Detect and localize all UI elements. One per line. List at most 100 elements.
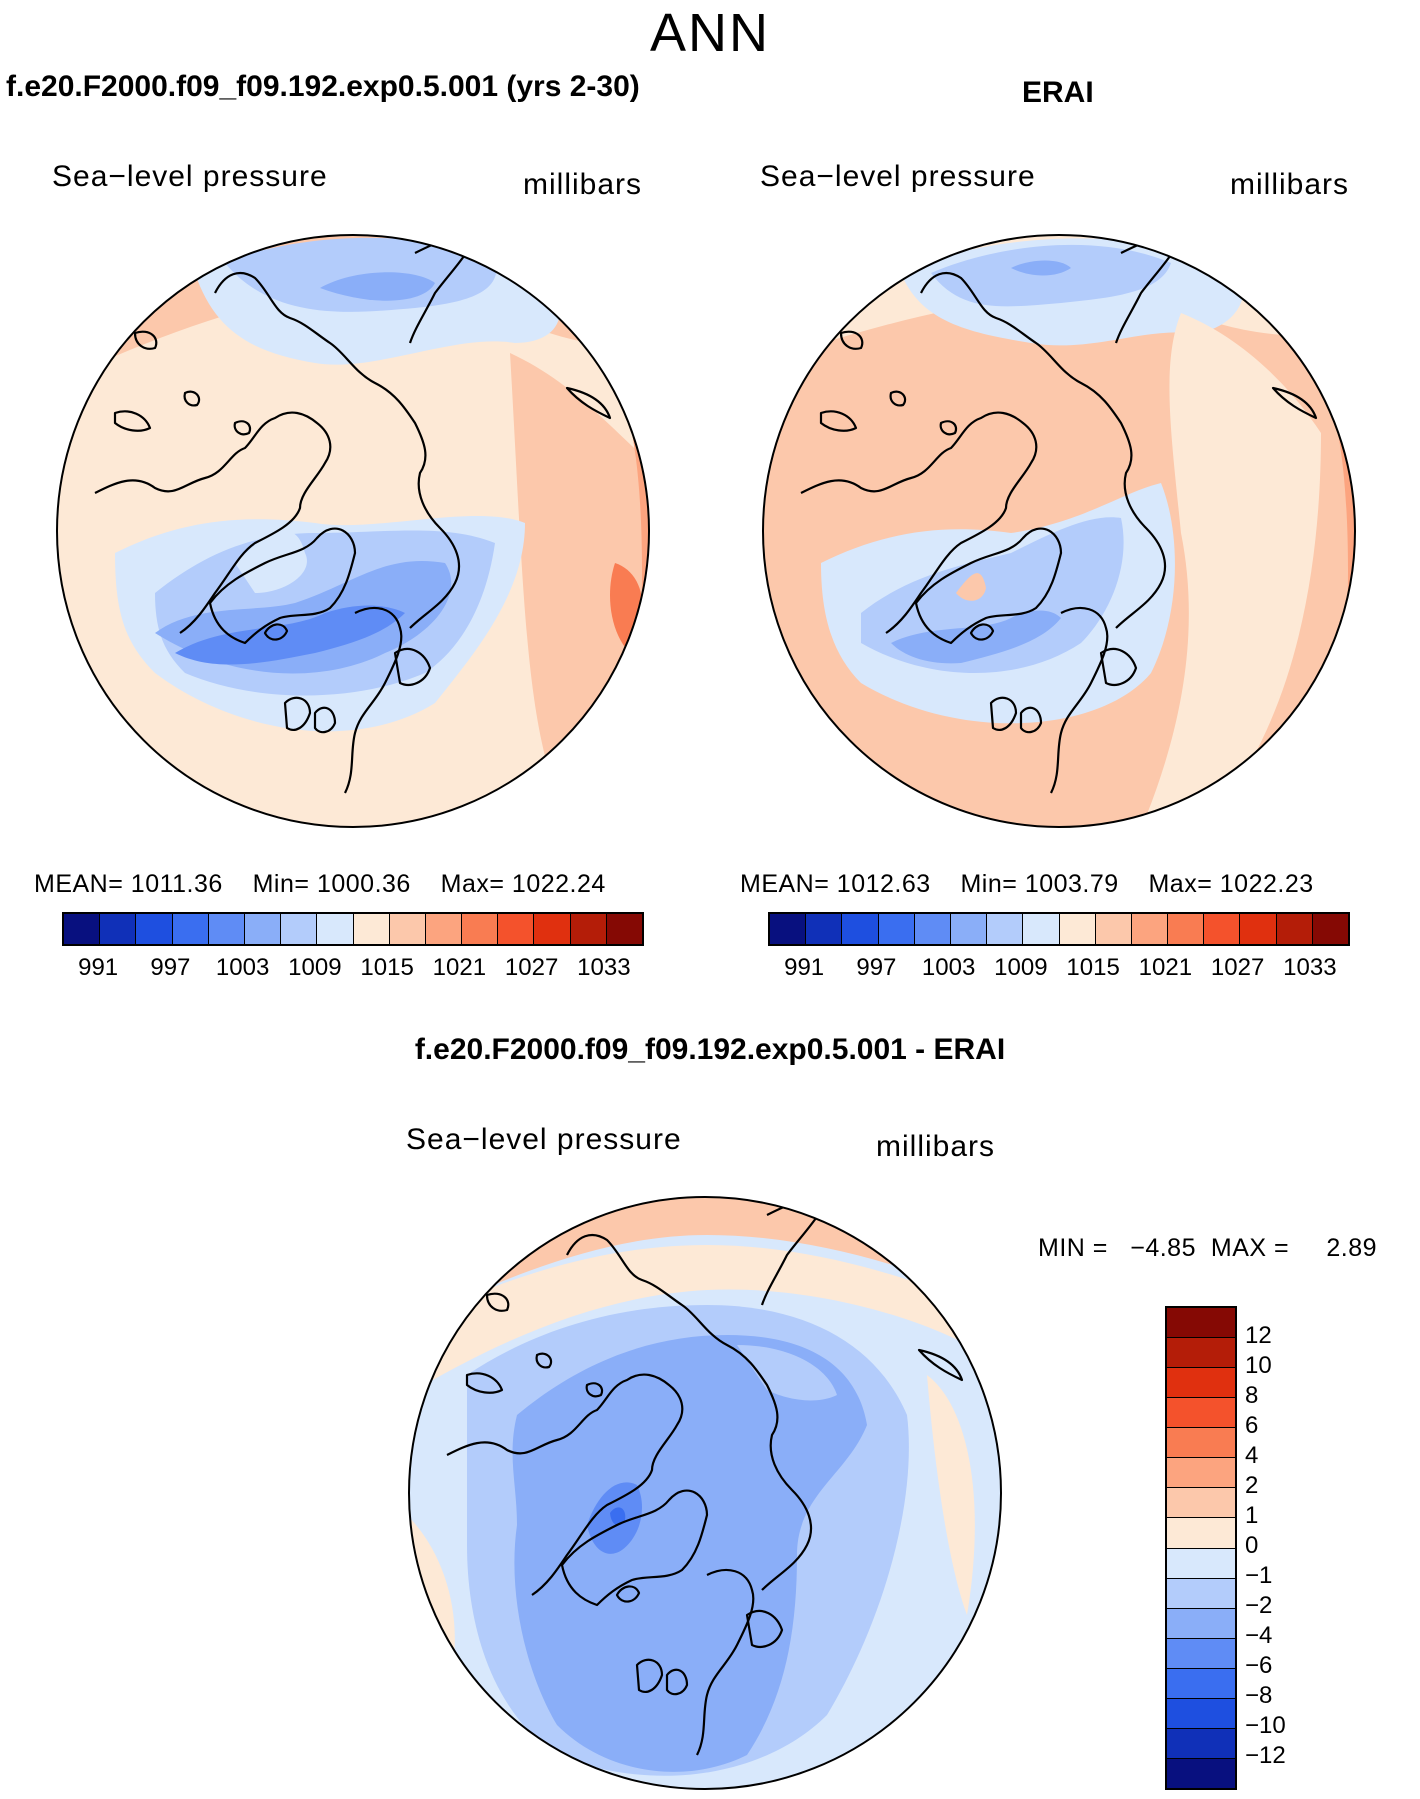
diff-colorbar-tick-label: −12 bbox=[1245, 1742, 1286, 1769]
diff-colorbar-tick-label: 8 bbox=[1245, 1382, 1259, 1409]
diff-max-value: 2.89 bbox=[1326, 1234, 1378, 1262]
abs-colorbar-swatch bbox=[1130, 914, 1168, 944]
obs-colorbar-labels: 991 997 1003 1009 1015 1021 1027 1033 bbox=[768, 954, 1346, 984]
diff-colorbar-swatch bbox=[1167, 1547, 1235, 1578]
abs-colorbar-swatch bbox=[461, 914, 498, 944]
obs-max-label: Max= bbox=[1148, 870, 1213, 898]
diff-colorbar-tick-label: −6 bbox=[1245, 1652, 1273, 1679]
diff-colorbar-tick-label: 6 bbox=[1245, 1412, 1259, 1439]
diff-colorbar-tick-label: −1 bbox=[1245, 1562, 1273, 1589]
model-units-label: millibars bbox=[523, 168, 643, 201]
diff-colorbar-swatch bbox=[1167, 1487, 1235, 1518]
diff-colorbar-swatch bbox=[1167, 1517, 1235, 1548]
abs-colorbar-tick-label: 1015 bbox=[1066, 954, 1120, 981]
abs-colorbar-swatch bbox=[533, 914, 570, 944]
abs-colorbar-swatch bbox=[1058, 914, 1095, 944]
diff-colorbar-swatch bbox=[1167, 1308, 1235, 1338]
abs-colorbar-swatch bbox=[135, 914, 172, 944]
model-mean-label: MEAN= bbox=[34, 870, 124, 898]
diff-max-label: MAX = bbox=[1210, 1234, 1290, 1262]
model-polar-map bbox=[56, 234, 650, 828]
diff-colorbar-labels: 12 10 8 6 4 2 1 0 −1 −2 −4 −6 −8 −10 −12 bbox=[1245, 1306, 1305, 1786]
abs-colorbar-tick-label: 991 bbox=[784, 954, 825, 981]
abs-colorbar-swatch bbox=[1239, 914, 1276, 944]
diff-colorbar-swatch bbox=[1167, 1427, 1235, 1458]
diff-units-label: millibars bbox=[876, 1130, 996, 1163]
obs-max-value: 1022.23 bbox=[1219, 870, 1314, 898]
diff-colorbar-tick-label: −8 bbox=[1245, 1682, 1273, 1709]
abs-colorbar-swatch bbox=[207, 914, 244, 944]
abs-colorbar-tick-label: 1033 bbox=[577, 954, 631, 981]
diff-colorbar-tick-label: −4 bbox=[1245, 1622, 1273, 1649]
obs-panel-title: ERAI bbox=[1022, 76, 1094, 109]
obs-mean-label: MEAN= bbox=[740, 870, 830, 898]
abs-colorbar-tick-label: 1009 bbox=[994, 954, 1048, 981]
abs-colorbar-tick-label: 1021 bbox=[1138, 954, 1193, 981]
abs-colorbar-swatch bbox=[171, 914, 208, 944]
abs-colorbar-swatch bbox=[805, 914, 842, 944]
diff-polar-map bbox=[408, 1196, 1002, 1790]
abs-colorbar-swatch bbox=[1167, 914, 1204, 944]
abs-colorbar-tick-label: 997 bbox=[150, 954, 191, 981]
diff-colorbar-tick-label: 0 bbox=[1245, 1532, 1259, 1559]
diff-min-value: −4.85 bbox=[1130, 1234, 1196, 1262]
abs-colorbar-tick-label: 1009 bbox=[288, 954, 342, 981]
diff-colorbar-swatch bbox=[1167, 1667, 1235, 1698]
diff-colorbar-swatch bbox=[1167, 1397, 1235, 1428]
obs-polar-map bbox=[762, 234, 1356, 828]
obs-min-label: Min= bbox=[960, 870, 1018, 898]
diff-colorbar-tick-label: 4 bbox=[1245, 1442, 1259, 1469]
abs-colorbar-swatch bbox=[1275, 914, 1312, 944]
model-min-label: Min= bbox=[252, 870, 310, 898]
model-min-value: 1000.36 bbox=[316, 870, 411, 898]
abs-colorbar-swatch bbox=[605, 914, 642, 944]
abs-colorbar-tick-label: 1003 bbox=[215, 954, 270, 981]
abs-colorbar-swatch bbox=[243, 914, 281, 944]
abs-colorbar-swatch bbox=[1022, 914, 1059, 944]
abs-colorbar-tick-label: 1003 bbox=[921, 954, 976, 981]
obs-variable-label: Sea−level pressure bbox=[760, 160, 1036, 193]
abs-colorbar-swatch bbox=[1094, 914, 1131, 944]
diff-colorbar-tick-label: 1 bbox=[1245, 1502, 1259, 1529]
abs-colorbar-swatch bbox=[316, 914, 353, 944]
abs-colorbar-tick-label: 1027 bbox=[1210, 954, 1265, 981]
abs-colorbar-swatch bbox=[841, 914, 878, 944]
model-max-value: 1022.24 bbox=[511, 870, 606, 898]
model-panel-title: f.e20.F2000.f09_f09.192.exp0.5.001 (yrs … bbox=[6, 70, 640, 103]
obs-stats: MEAN= 1012.63 Min= 1003.79 Max= 1022.23 bbox=[740, 870, 1314, 899]
diff-colorbar-swatch bbox=[1167, 1607, 1235, 1638]
abs-colorbar-swatch bbox=[913, 914, 950, 944]
obs-units-label: millibars bbox=[1230, 168, 1350, 201]
abs-colorbar-swatch bbox=[569, 914, 606, 944]
diff-colorbar-swatch bbox=[1167, 1577, 1235, 1608]
model-colorbar bbox=[62, 912, 644, 946]
diff-colorbar-tick-label: −2 bbox=[1245, 1592, 1273, 1619]
abs-colorbar-tick-label: 991 bbox=[78, 954, 119, 981]
abs-colorbar-tick-label: 1033 bbox=[1283, 954, 1337, 981]
model-stats: MEAN= 1011.36 Min= 1000.36 Max= 1022.24 bbox=[34, 870, 606, 899]
diff-panel-title: f.e20.F2000.f09_f09.192.exp0.5.001 - ERA… bbox=[414, 1033, 1006, 1066]
diff-colorbar-swatch bbox=[1167, 1367, 1235, 1398]
abs-colorbar-tick-label: 1027 bbox=[504, 954, 559, 981]
abs-colorbar-swatch bbox=[424, 914, 462, 944]
abs-colorbar-swatch bbox=[99, 914, 136, 944]
abs-colorbar-tick-label: 997 bbox=[856, 954, 897, 981]
diff-colorbar bbox=[1165, 1306, 1237, 1790]
abs-colorbar-swatch bbox=[497, 914, 534, 944]
diff-stats: MIN = −4.85 MAX = 2.89 bbox=[1038, 1234, 1377, 1263]
abs-colorbar-swatch bbox=[949, 914, 987, 944]
diff-colorbar-swatch bbox=[1167, 1757, 1235, 1788]
season-title: ANN bbox=[649, 3, 770, 63]
abs-colorbar-swatch bbox=[388, 914, 425, 944]
diff-colorbar-swatch bbox=[1167, 1637, 1235, 1668]
abs-colorbar-swatch bbox=[986, 914, 1023, 944]
abs-colorbar-swatch bbox=[877, 914, 914, 944]
abs-colorbar-tick-label: 1015 bbox=[360, 954, 414, 981]
obs-colorbar bbox=[768, 912, 1350, 946]
abs-colorbar-tick-label: 1021 bbox=[432, 954, 487, 981]
model-colorbar-labels: 991 997 1003 1009 1015 1021 1027 1033 bbox=[62, 954, 640, 984]
diff-colorbar-tick-label: −10 bbox=[1245, 1712, 1286, 1739]
obs-mean-value: 1012.63 bbox=[836, 870, 931, 898]
abs-colorbar-swatch bbox=[280, 914, 317, 944]
diff-colorbar-swatch bbox=[1167, 1337, 1235, 1368]
